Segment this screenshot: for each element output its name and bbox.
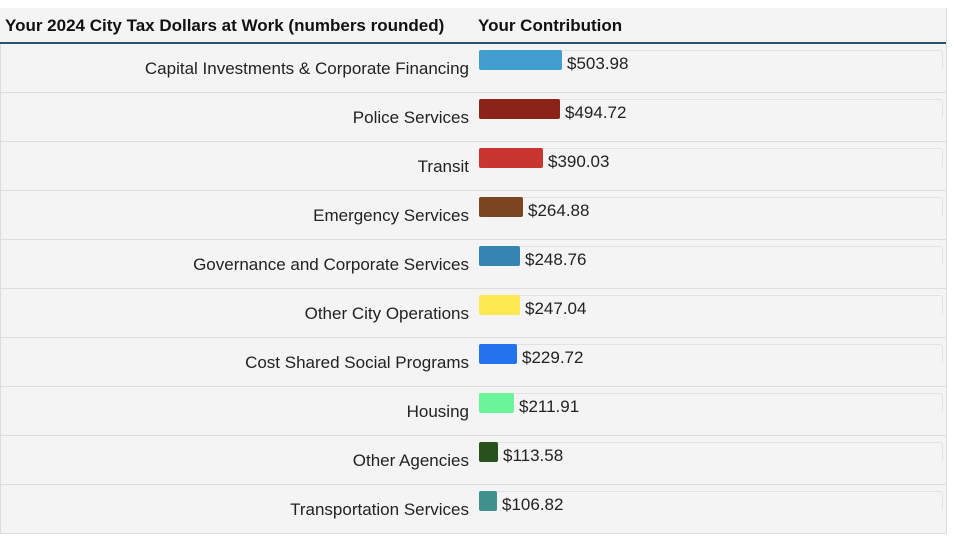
category-label: Housing <box>406 402 469 421</box>
bar <box>479 246 520 266</box>
bar <box>479 50 562 70</box>
value-label: $211.91 <box>519 397 580 416</box>
bar-track <box>478 148 943 168</box>
bar-track <box>478 295 943 315</box>
tax-dollars-table: Your 2024 City Tax Dollars at Work (numb… <box>0 8 947 534</box>
table-row: Governance and Corporate Services $248.76 <box>0 240 946 289</box>
table-row: Other Agencies $113.58 <box>0 436 946 485</box>
bar-track <box>478 246 943 266</box>
value-label: $390.03 <box>548 152 610 171</box>
table-row: Police Services $494.72 <box>0 93 946 142</box>
category-label: Other City Operations <box>304 304 469 323</box>
bar-track <box>478 344 943 364</box>
bar <box>479 393 514 413</box>
category-label: Transportation Services <box>290 500 469 519</box>
category-label: Police Services <box>352 108 469 127</box>
chart-rows: Capital Investments & Corporate Financin… <box>0 44 946 534</box>
bar-track <box>478 197 943 217</box>
table-row: Cost Shared Social Programs $229.72 <box>0 338 946 387</box>
bar-track <box>478 442 943 462</box>
bar <box>479 295 520 315</box>
bar <box>479 148 543 168</box>
value-label: $247.04 <box>525 299 587 318</box>
category-label: Transit <box>417 157 469 176</box>
value-label: $494.72 <box>565 103 627 122</box>
value-label: $106.82 <box>502 495 564 514</box>
table-row: Transit $390.03 <box>0 142 946 191</box>
table-row: Capital Investments & Corporate Financin… <box>0 44 946 93</box>
table-row: Other City Operations $247.04 <box>0 289 946 338</box>
category-label: Governance and Corporate Services <box>193 255 469 274</box>
value-label: $248.76 <box>525 250 587 269</box>
category-label: Capital Investments & Corporate Financin… <box>144 59 469 78</box>
bar-track <box>478 393 943 413</box>
contribution-column-header: Your Contribution <box>478 16 623 35</box>
value-label: $264.88 <box>528 201 590 220</box>
category-label: Cost Shared Social Programs <box>245 353 469 372</box>
bar-track <box>478 99 943 119</box>
category-label: Other Agencies <box>352 451 469 470</box>
bar <box>479 491 497 511</box>
table-row: Transportation Services $106.82 <box>0 485 946 534</box>
table-header: Your 2024 City Tax Dollars at Work (numb… <box>0 8 946 44</box>
bar-track <box>478 491 943 511</box>
table-row: Emergency Services $264.88 <box>0 191 946 240</box>
bar <box>479 442 498 462</box>
bar <box>479 99 560 119</box>
category-column-header: Your 2024 City Tax Dollars at Work (numb… <box>5 16 445 35</box>
bar <box>479 344 517 364</box>
category-label: Emergency Services <box>313 206 469 225</box>
table-row: Housing $211.91 <box>0 387 946 436</box>
value-label: $503.98 <box>567 54 629 73</box>
bar <box>479 197 523 217</box>
bar-track <box>478 50 943 70</box>
value-label: $113.58 <box>503 446 564 465</box>
value-label: $229.72 <box>522 348 584 367</box>
